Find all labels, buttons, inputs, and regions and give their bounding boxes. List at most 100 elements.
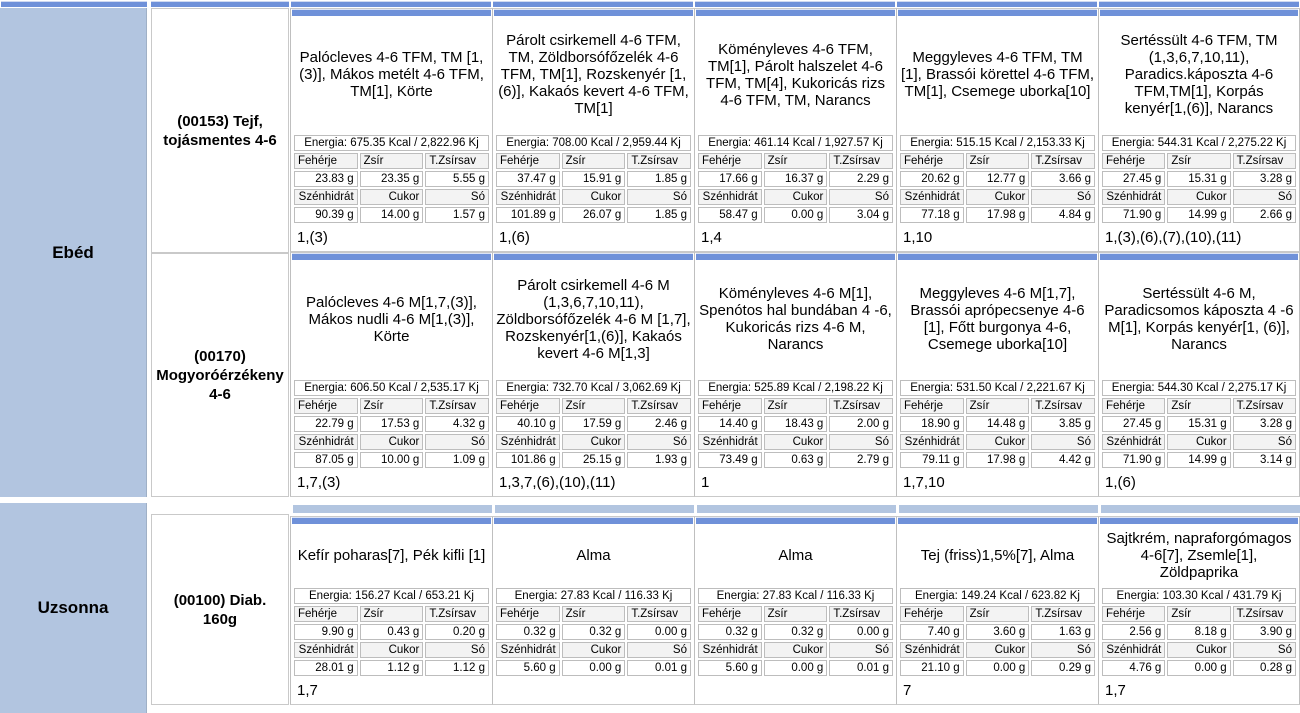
nutrient-value-szenhidrat: 87.05 g bbox=[294, 452, 358, 468]
cell-header-bar bbox=[696, 517, 895, 524]
nutrient-label-tzsirsav: T.Zsírsav bbox=[829, 153, 893, 169]
nutrient-label-so: Só bbox=[627, 642, 691, 658]
menu-cell: Kefír poharas[7], Pék kifli [1] Energia:… bbox=[290, 516, 492, 705]
nutrient-value-so: 1.12 g bbox=[425, 660, 489, 676]
allergen-codes: 1,3,7,(6),(10),(11) bbox=[499, 474, 616, 491]
header-bar-segment bbox=[897, 1, 1097, 7]
meal-description: Párolt csirkemell 4-6 TFM, TM, Zöldborsó… bbox=[498, 32, 689, 117]
separator-segment bbox=[1098, 505, 1300, 513]
nutrient-value-zsir: 0.32 g bbox=[763, 624, 828, 640]
menu-cell: Alma Energia: 27.83 Kcal / 116.33 Kj Feh… bbox=[492, 516, 694, 705]
nutrient-label-so: Só bbox=[829, 189, 893, 205]
cell-header-bar bbox=[292, 517, 491, 524]
menu-row-mogyoroerzekeny: Palócleves 4-6 M[1,7,(3)], Mákos nudli 4… bbox=[290, 252, 1300, 497]
nutrition-table: Energia: 27.83 Kcal / 116.33 Kj Fehérje … bbox=[696, 586, 895, 678]
nutrient-value-cukor: 17.98 g bbox=[965, 452, 1030, 468]
nutrient-value-tzsirsav: 0.00 g bbox=[829, 624, 893, 640]
nutrient-label-tzsirsav: T.Zsírsav bbox=[1232, 606, 1296, 622]
nutrition-table: Energia: 732.70 Kcal / 3,062.69 Kj Fehér… bbox=[494, 378, 693, 470]
cell-header-bar bbox=[696, 9, 895, 16]
allergen-codes: 1 bbox=[701, 474, 710, 491]
nutrient-value-feherje: 37.47 g bbox=[496, 171, 560, 187]
nutrient-label-zsir: Zsír bbox=[1167, 606, 1231, 622]
nutrient-value-szenhidrat: 58.47 g bbox=[698, 207, 762, 223]
nutrient-label-zsir: Zsír bbox=[359, 606, 424, 622]
nutrient-label-szenhidrat: Szénhidrát bbox=[1102, 642, 1166, 658]
nutrient-value-so: 4.84 g bbox=[1031, 207, 1095, 223]
nutrient-label-feherje: Fehérje bbox=[900, 398, 964, 414]
nutrient-label-feherje: Fehérje bbox=[496, 398, 560, 414]
meal-description: Kefír poharas[7], Pék kifli [1] bbox=[297, 546, 486, 564]
allergen-codes: 1,10 bbox=[903, 229, 933, 246]
nutrient-label-zsir: Zsír bbox=[561, 398, 626, 414]
nutrient-value-feherje: 40.10 g bbox=[496, 416, 560, 432]
cell-header-bar bbox=[1100, 9, 1298, 16]
diet-label: (00170) Mogyoróérzékeny 4-6 bbox=[156, 347, 284, 403]
nutrient-value-tzsirsav: 3.85 g bbox=[1031, 416, 1095, 432]
energy-value: Energia: 732.70 Kcal / 3,062.69 Kj bbox=[496, 380, 691, 396]
nutrient-label-so: Só bbox=[1232, 189, 1296, 205]
nutrient-value-tzsirsav: 1.63 g bbox=[1031, 624, 1095, 640]
nutrient-label-feherje: Fehérje bbox=[1102, 153, 1166, 169]
nutrient-value-szenhidrat: 28.01 g bbox=[294, 660, 358, 676]
nutrient-value-tzsirsav: 3.28 g bbox=[1232, 171, 1296, 187]
energy-value: Energia: 156.27 Kcal / 653.21 Kj bbox=[294, 588, 489, 604]
nutrient-value-cukor: 0.63 g bbox=[763, 452, 828, 468]
nutrient-label-szenhidrat: Szénhidrát bbox=[1102, 434, 1166, 450]
nutrient-label-szenhidrat: Szénhidrát bbox=[900, 434, 964, 450]
nutrient-label-so: Só bbox=[829, 642, 893, 658]
cell-header-bar bbox=[1100, 517, 1298, 524]
menu-cell: Párolt csirkemell 4-6 TFM, TM, Zöldborsó… bbox=[492, 8, 694, 252]
nutrient-value-tzsirsav: 2.46 g bbox=[627, 416, 691, 432]
menu-cell: Köményleves 4-6 TFM, TM[1], Párolt halsz… bbox=[694, 8, 896, 252]
nutrient-label-feherje: Fehérje bbox=[900, 606, 964, 622]
nutrient-value-tzsirsav: 1.85 g bbox=[627, 171, 691, 187]
nutrient-label-cukor: Cukor bbox=[1167, 189, 1231, 205]
nutrient-value-so: 0.29 g bbox=[1031, 660, 1095, 676]
nutrient-value-feherje: 9.90 g bbox=[294, 624, 358, 640]
meal-description: Párolt csirkemell 4-6 M (1,3,6,7,10,11),… bbox=[496, 276, 691, 362]
nutrition-table: Energia: 531.50 Kcal / 2,221.67 Kj Fehér… bbox=[898, 378, 1097, 470]
nutrient-label-cukor: Cukor bbox=[1167, 434, 1231, 450]
nutrient-label-tzsirsav: T.Zsírsav bbox=[425, 398, 489, 414]
nutrient-value-zsir: 15.31 g bbox=[1167, 416, 1231, 432]
nutrient-label-szenhidrat: Szénhidrát bbox=[294, 434, 358, 450]
energy-value: Energia: 531.50 Kcal / 2,221.67 Kj bbox=[900, 380, 1095, 396]
nutrient-label-zsir: Zsír bbox=[1167, 153, 1231, 169]
nutrient-value-so: 4.42 g bbox=[1031, 452, 1095, 468]
menu-cell: Tej (friss)1,5%[7], Alma Energia: 149.24… bbox=[896, 516, 1098, 705]
header-bar-segment bbox=[151, 1, 289, 7]
nutrient-value-cukor: 1.12 g bbox=[359, 660, 424, 676]
header-bar-segment bbox=[291, 1, 491, 7]
nutrient-value-tzsirsav: 0.00 g bbox=[627, 624, 691, 640]
nutrient-value-feherje: 17.66 g bbox=[698, 171, 762, 187]
nutrient-label-so: Só bbox=[1031, 189, 1095, 205]
diet-label: (00153) Tejf, tojásmentes 4-6 bbox=[163, 112, 277, 149]
menu-cell: Párolt csirkemell 4-6 M (1,3,6,7,10,11),… bbox=[492, 252, 694, 497]
nutrient-value-cukor: 0.00 g bbox=[763, 207, 828, 223]
nutrient-label-so: Só bbox=[425, 189, 489, 205]
nutrient-value-szenhidrat: 71.90 g bbox=[1102, 452, 1166, 468]
cell-header-bar bbox=[292, 253, 491, 260]
nutrient-value-szenhidrat: 101.89 g bbox=[496, 207, 560, 223]
energy-value: Energia: 27.83 Kcal / 116.33 Kj bbox=[496, 588, 691, 604]
meal-description: Alma bbox=[778, 546, 813, 564]
nutrient-value-zsir: 12.77 g bbox=[965, 171, 1030, 187]
separator-segment bbox=[694, 505, 896, 513]
nutrient-value-so: 1.57 g bbox=[425, 207, 489, 223]
nutrient-value-feherje: 20.62 g bbox=[900, 171, 964, 187]
meal-description: Sertéssült 4-6 M, Paradicsomos káposzta … bbox=[1104, 285, 1294, 353]
separator-segment bbox=[492, 505, 694, 513]
nutrient-value-szenhidrat: 77.18 g bbox=[900, 207, 964, 223]
nutrient-label-cukor: Cukor bbox=[965, 642, 1030, 658]
nutrient-value-cukor: 0.00 g bbox=[1167, 660, 1231, 676]
nutrient-value-zsir: 8.18 g bbox=[1167, 624, 1231, 640]
nutrient-label-tzsirsav: T.Zsírsav bbox=[425, 153, 489, 169]
nutrient-label-cukor: Cukor bbox=[561, 189, 626, 205]
nutrient-label-zsir: Zsír bbox=[965, 606, 1030, 622]
nutrient-value-so: 2.79 g bbox=[829, 452, 893, 468]
meal-description: Köményleves 4-6 TFM, TM[1], Párolt halsz… bbox=[706, 40, 885, 109]
nutrient-value-feherje: 27.45 g bbox=[1102, 416, 1166, 432]
nutrient-value-zsir: 18.43 g bbox=[763, 416, 828, 432]
menu-row-diab: Kefír poharas[7], Pék kifli [1] Energia:… bbox=[290, 516, 1300, 705]
